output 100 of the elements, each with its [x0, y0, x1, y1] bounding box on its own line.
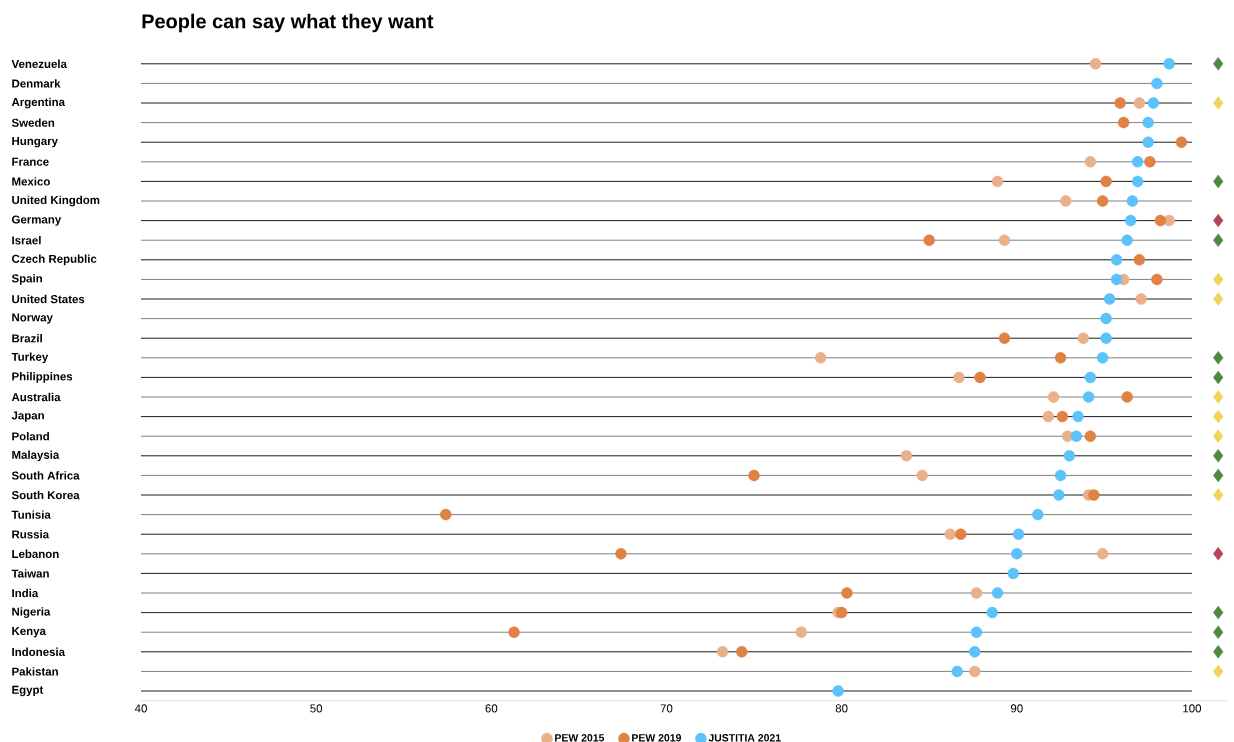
point	[1042, 410, 1054, 423]
point	[1213, 625, 1224, 639]
point	[1135, 293, 1147, 305]
x-tick-label: 70	[660, 704, 673, 713]
point	[841, 587, 853, 599]
point	[1084, 430, 1097, 442]
point	[508, 626, 520, 638]
y-tick-label: Kenya	[12, 627, 46, 638]
point	[1007, 567, 1019, 580]
point	[1213, 390, 1224, 404]
point	[1121, 234, 1133, 246]
point	[923, 234, 935, 246]
y-tick-label: South Africa	[11, 471, 80, 480]
point	[1213, 488, 1224, 502]
point	[1131, 156, 1144, 168]
y-tick-label: Australia	[11, 392, 61, 402]
y-tick-label: Norway	[12, 313, 53, 324]
x-tick-label: 40	[134, 704, 147, 713]
y-tick-label: Spain	[11, 274, 42, 285]
y-tick-label: Indonesia	[12, 647, 66, 657]
y-tick-label: Malaysia	[12, 450, 60, 462]
legend-label: PEW 2019	[632, 734, 682, 742]
point	[1082, 391, 1095, 403]
point	[1012, 528, 1025, 540]
point	[1213, 468, 1224, 483]
point	[944, 528, 956, 540]
point	[1110, 273, 1123, 286]
y-tick-label: United States	[12, 294, 85, 304]
point	[955, 528, 967, 540]
point	[835, 606, 848, 619]
legend-label: JUSTITIA 2021	[708, 734, 781, 742]
point	[1163, 58, 1175, 70]
point	[1060, 195, 1072, 207]
point	[1084, 156, 1097, 168]
y-tick-label: Japan	[11, 411, 44, 422]
point	[1213, 174, 1224, 189]
x-tick-label: 80	[835, 704, 848, 713]
point	[1213, 272, 1224, 287]
point	[1100, 312, 1112, 325]
point	[1142, 116, 1154, 129]
y-tick-label: Czech Republic	[11, 254, 97, 266]
y-tick-label: Nigeria	[12, 607, 51, 618]
point	[1100, 332, 1112, 344]
point	[1126, 195, 1139, 207]
x-tick-label: 90	[1010, 704, 1023, 713]
point	[1011, 548, 1023, 560]
point	[970, 626, 983, 638]
point	[795, 626, 808, 638]
point	[1213, 409, 1224, 424]
y-tick-label: Pakistan	[12, 667, 58, 676]
y-tick-label: Sweden	[11, 118, 55, 127]
point	[1070, 430, 1083, 442]
point	[1213, 96, 1224, 110]
point	[998, 234, 1011, 246]
point	[1213, 664, 1224, 679]
point	[1089, 58, 1102, 70]
y-tick-label: United Kingdom	[12, 195, 100, 207]
y-tick-label: Turkey	[11, 352, 49, 364]
point	[1213, 645, 1224, 659]
y-tick-label: Taiwan	[11, 569, 49, 578]
point	[748, 469, 760, 482]
point	[1213, 233, 1224, 247]
point	[1133, 97, 1146, 109]
point	[1084, 371, 1097, 384]
point	[1142, 136, 1154, 148]
chart-title: People can say what they want	[142, 13, 434, 33]
point	[1213, 605, 1224, 620]
point	[716, 646, 729, 658]
point	[1213, 57, 1224, 71]
point	[1213, 292, 1224, 306]
point	[1047, 391, 1060, 403]
y-tick-label: Tunisia	[11, 510, 51, 519]
y-tick-label: France	[12, 157, 49, 166]
point	[1056, 410, 1069, 423]
point	[1054, 469, 1067, 482]
y-tick-label: Brazil	[12, 334, 42, 343]
legend-label: PEW 2015	[555, 734, 605, 742]
point	[951, 665, 963, 678]
point	[974, 371, 986, 384]
point	[916, 469, 928, 482]
point	[991, 587, 1004, 599]
point	[1147, 97, 1160, 109]
point	[1124, 214, 1137, 227]
y-tick-label: Germany	[11, 215, 62, 226]
y-tick-label: India	[12, 588, 39, 598]
point	[970, 587, 983, 599]
point	[1213, 213, 1224, 228]
y-tick-label: Israel	[12, 236, 41, 245]
point	[1096, 352, 1109, 364]
point	[969, 665, 981, 678]
point	[1151, 273, 1163, 286]
y-tick-label: Denmark	[12, 79, 61, 88]
point	[969, 646, 981, 658]
point	[1175, 136, 1188, 148]
y-tick-label: Argentina	[11, 97, 66, 109]
point	[1144, 156, 1156, 168]
point	[1054, 352, 1067, 364]
y-tick-label: Russia	[12, 530, 50, 539]
point	[1100, 175, 1112, 188]
point	[1096, 548, 1109, 560]
